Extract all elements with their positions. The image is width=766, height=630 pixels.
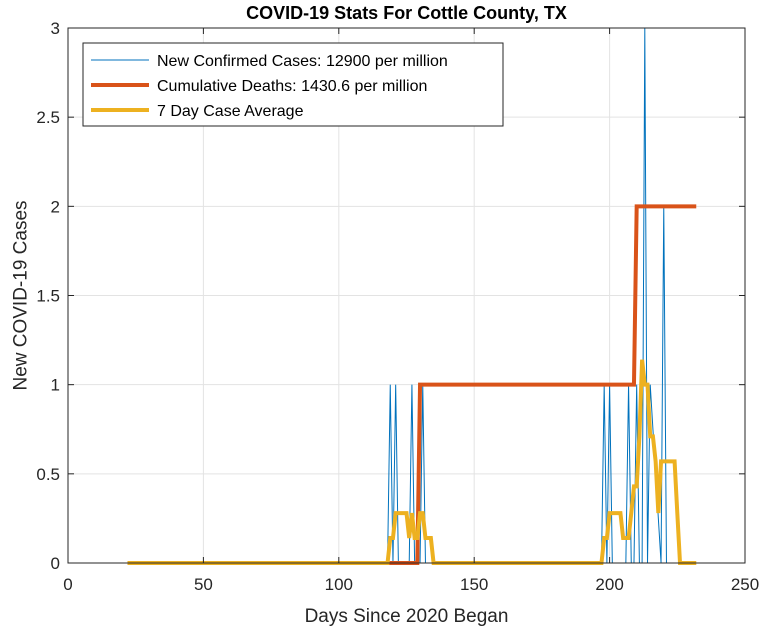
y-tick-label: 0.5	[36, 465, 60, 484]
x-tick-label: 100	[325, 575, 353, 594]
x-tick-label: 50	[194, 575, 213, 594]
y-tick-label: 1	[51, 376, 60, 395]
y-axis-label: New COVID-19 Cases	[11, 200, 32, 390]
x-axis-label: Days Since 2020 Began	[305, 606, 509, 627]
ticks: 0 50 100 150 200 250 0 0.5 1 1.5 2 2.5 3	[36, 19, 759, 594]
y-tick-label: 1.5	[36, 287, 60, 306]
chart-title: COVID-19 Stats For Cottle County, TX	[246, 3, 567, 23]
x-tick-label: 200	[595, 575, 623, 594]
x-tick-label: 0	[63, 575, 72, 594]
legend-box	[82, 42, 504, 127]
y-tick-label: 3	[51, 19, 60, 38]
legend-label: 7 Day Case Average	[157, 103, 304, 120]
legend-label: Cumulative Deaths: 1430.6 per million	[157, 78, 427, 95]
series-line-3	[127, 359, 697, 565]
y-tick-label: 2.5	[36, 108, 60, 127]
x-tick-label: 250	[731, 575, 759, 594]
y-tick-label: 2	[51, 197, 60, 216]
legend: New Confirmed Cases: 12900 per million Cu…	[82, 42, 504, 127]
legend-label: New Confirmed Cases: 12900 per million	[157, 53, 448, 70]
x-tick-label: 150	[460, 575, 488, 594]
y-tick-label: 0	[51, 554, 60, 573]
